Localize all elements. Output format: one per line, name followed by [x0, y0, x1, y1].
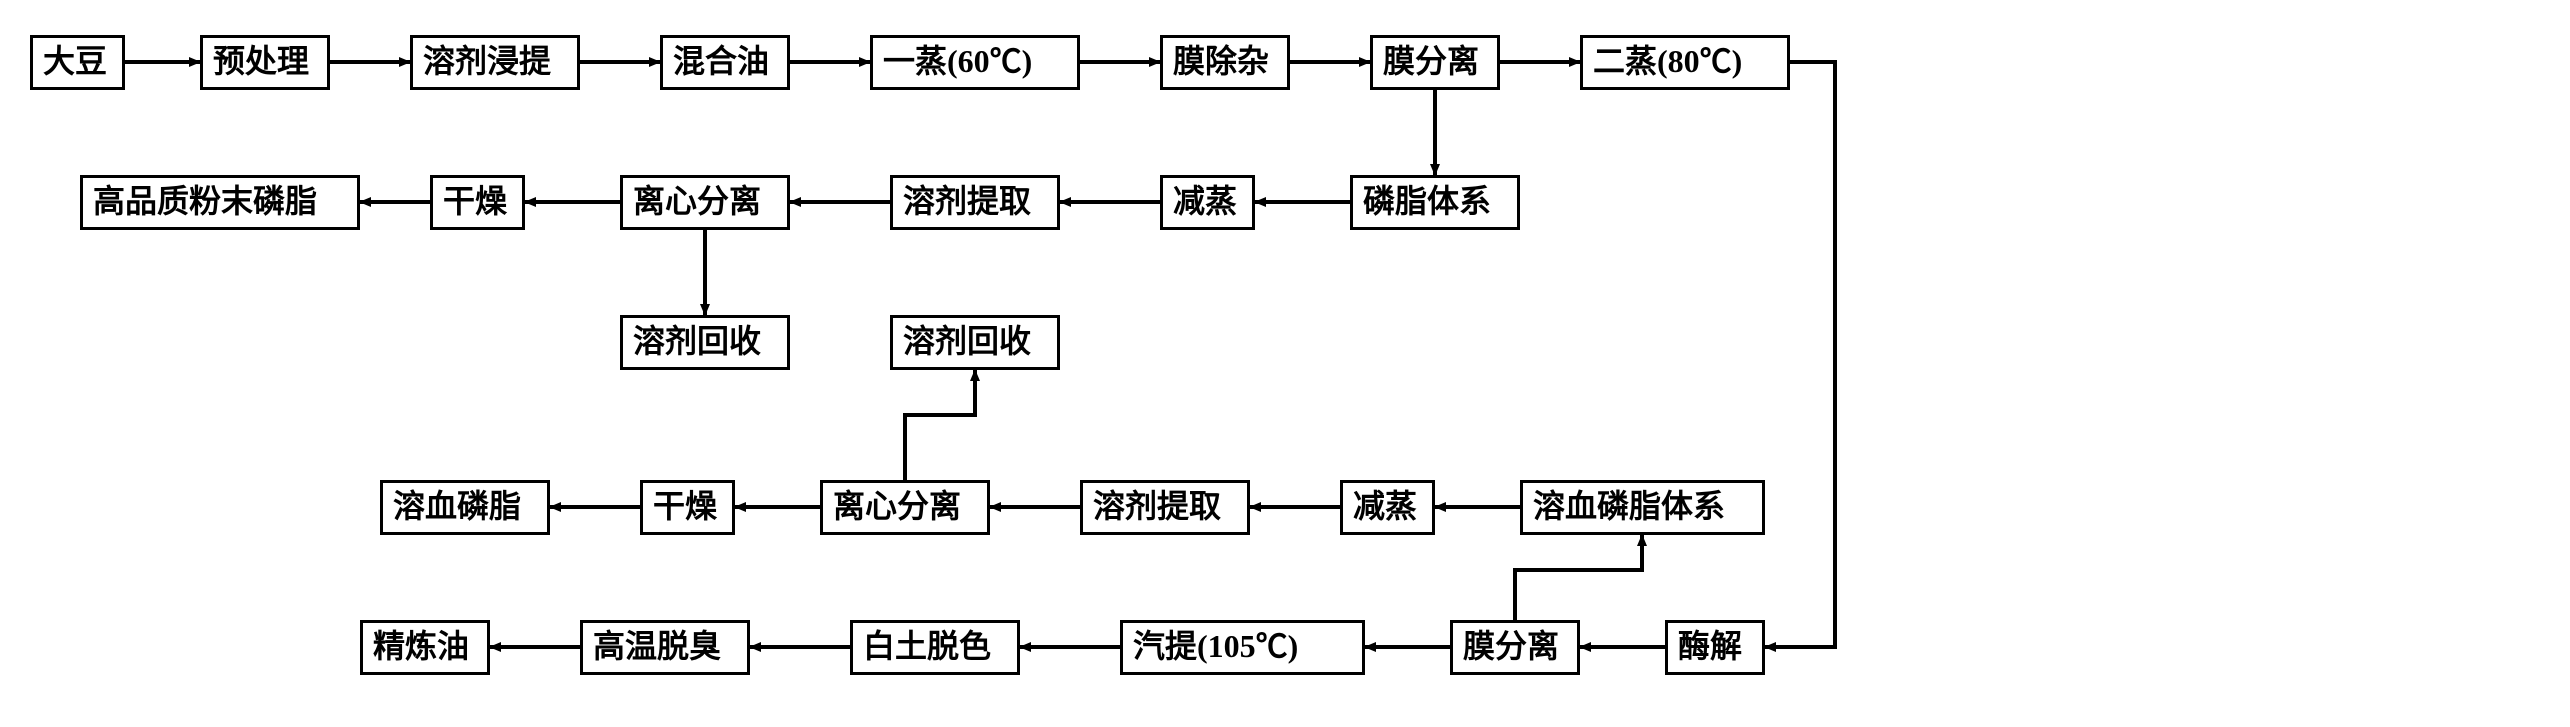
flow-node-label: 二蒸(80℃) [1593, 43, 1742, 79]
flow-node-n9: 磷脂体系 [1350, 175, 1520, 230]
flow-node-n15: 溶剂回收 [620, 315, 790, 370]
flow-node-n5: 一蒸(60℃) [870, 35, 1080, 90]
flow-node-n7: 膜分离 [1370, 35, 1500, 90]
flow-node-n21: 干燥 [640, 480, 735, 535]
flow-node-n20: 离心分离 [820, 480, 990, 535]
flow-node-label: 离心分离 [833, 488, 961, 524]
flow-node-n27: 高温脱臭 [580, 620, 750, 675]
flow-edge-n8-n23 [1765, 62, 1835, 647]
flow-node-label: 溶剂回收 [903, 323, 1031, 359]
flow-node-label: 混合油 [673, 43, 769, 79]
edges-layer [20, 20, 2570, 707]
flow-node-label: 溶剂回收 [633, 323, 761, 359]
flow-node-label: 膜分离 [1463, 628, 1559, 664]
flow-node-label: 精炼油 [373, 628, 469, 664]
flow-edge-n24-n17 [1515, 535, 1642, 620]
flow-node-label: 离心分离 [633, 183, 761, 219]
flow-node-label: 磷脂体系 [1363, 183, 1491, 219]
flow-node-n28: 精炼油 [360, 620, 490, 675]
flow-node-n16: 溶剂回收 [890, 315, 1060, 370]
flow-node-label: 大豆 [43, 43, 107, 79]
flow-node-label: 溶剂浸提 [423, 43, 551, 79]
flow-node-n26: 白土脱色 [850, 620, 1020, 675]
flow-node-n25: 汽提(105℃) [1120, 620, 1365, 675]
flow-node-n23: 酶解 [1665, 620, 1765, 675]
flow-node-n13: 干燥 [430, 175, 525, 230]
flow-node-label: 减蒸 [1173, 183, 1237, 219]
flow-node-n14: 高品质粉末磷脂 [80, 175, 360, 230]
flow-node-n3: 溶剂浸提 [410, 35, 580, 90]
flow-node-n12: 离心分离 [620, 175, 790, 230]
flow-node-n18: 减蒸 [1340, 480, 1435, 535]
flow-node-label: 一蒸(60℃) [883, 43, 1032, 79]
flow-node-n22: 溶血磷脂 [380, 480, 550, 535]
flow-node-label: 预处理 [213, 43, 309, 79]
flow-node-label: 高品质粉末磷脂 [93, 183, 317, 219]
flow-node-label: 溶血磷脂体系 [1533, 488, 1725, 524]
flow-node-n1: 大豆 [30, 35, 125, 90]
flow-node-label: 溶剂提取 [1093, 488, 1221, 524]
flow-edge-n20-n16 [905, 370, 975, 480]
flow-node-n4: 混合油 [660, 35, 790, 90]
flow-node-n10: 减蒸 [1160, 175, 1255, 230]
flow-node-label: 膜除杂 [1173, 43, 1269, 79]
flow-node-label: 膜分离 [1383, 43, 1479, 79]
flow-node-label: 减蒸 [1353, 488, 1417, 524]
flow-node-label: 干燥 [443, 183, 507, 219]
flow-node-label: 溶血磷脂 [393, 488, 521, 524]
flow-node-label: 汽提(105℃) [1133, 628, 1298, 664]
flow-node-label: 白土脱色 [863, 628, 991, 664]
flow-node-label: 高温脱臭 [593, 628, 721, 664]
flow-node-n2: 预处理 [200, 35, 330, 90]
flow-node-label: 酶解 [1678, 628, 1742, 664]
flowchart-canvas: 大豆预处理溶剂浸提混合油一蒸(60℃)膜除杂膜分离二蒸(80℃)磷脂体系减蒸溶剂… [20, 20, 2570, 707]
flow-node-n24: 膜分离 [1450, 620, 1580, 675]
flow-node-n6: 膜除杂 [1160, 35, 1290, 90]
flow-node-n8: 二蒸(80℃) [1580, 35, 1790, 90]
flow-node-n19: 溶剂提取 [1080, 480, 1250, 535]
flow-node-n17: 溶血磷脂体系 [1520, 480, 1765, 535]
flow-node-label: 溶剂提取 [903, 183, 1031, 219]
flow-node-n11: 溶剂提取 [890, 175, 1060, 230]
flow-node-label: 干燥 [653, 488, 717, 524]
